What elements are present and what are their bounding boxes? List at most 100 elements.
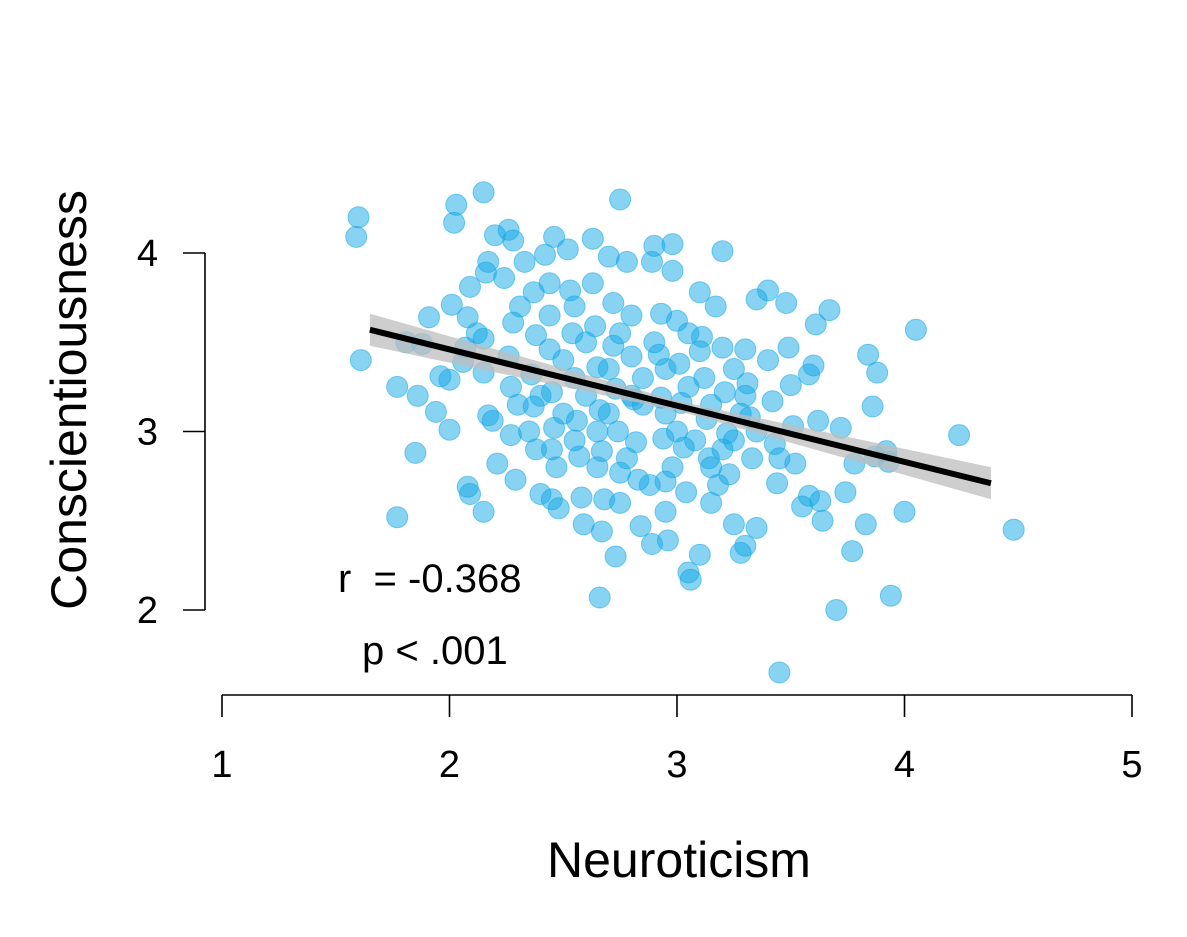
y-tick-label: 2 xyxy=(137,590,158,632)
scatter-point xyxy=(818,299,841,322)
x-tick-label: 3 xyxy=(666,744,687,786)
scatter-point xyxy=(948,424,971,447)
scatter-point xyxy=(722,358,745,380)
scatter-point xyxy=(704,295,727,318)
scatter-point xyxy=(525,324,547,347)
regression-line xyxy=(369,326,992,487)
scatter-point xyxy=(811,509,834,532)
scatter-point xyxy=(656,529,679,552)
y-axis: 2 3 4 xyxy=(137,233,206,632)
scatter-point xyxy=(866,361,889,384)
scatter-point xyxy=(570,486,593,509)
scatter-point xyxy=(504,468,527,491)
scatter-point xyxy=(597,358,620,380)
scatter-point xyxy=(465,322,488,345)
scatter-point xyxy=(666,420,688,443)
scatter-point xyxy=(459,483,481,505)
y-axis-title: Conscientiousness xyxy=(41,190,97,610)
scatter-point xyxy=(604,545,627,568)
scatter-point xyxy=(679,568,702,591)
scatter-point xyxy=(861,395,884,418)
scatter-point xyxy=(472,500,495,523)
scatter-point xyxy=(893,500,916,523)
scatter-point xyxy=(438,418,461,441)
scatter-point xyxy=(445,193,468,216)
scatter-point xyxy=(534,243,556,266)
scatter-point xyxy=(761,390,784,413)
scatter-point xyxy=(543,225,566,248)
scatter-point xyxy=(538,304,561,327)
x-tick-label: 1 xyxy=(211,744,232,786)
scatter-point xyxy=(563,295,586,318)
scatter-point xyxy=(711,336,734,359)
x-axis-title: Neuroticism xyxy=(547,832,811,888)
scatter-point xyxy=(620,345,643,368)
scatter-point xyxy=(486,452,509,475)
scatter-point xyxy=(677,322,700,345)
scatter-point xyxy=(440,293,463,316)
scatter-point xyxy=(722,513,745,536)
scatter-point xyxy=(345,225,368,248)
p-annotation: p < .001 xyxy=(362,629,508,673)
scatter-point xyxy=(597,402,620,425)
scatter-point xyxy=(661,456,684,479)
scatter-point xyxy=(588,586,611,609)
scatter-point xyxy=(684,429,707,452)
scatter-point xyxy=(586,456,609,479)
scatter-point xyxy=(563,429,586,452)
scatter-point xyxy=(638,474,661,496)
scatter-point xyxy=(418,306,440,329)
scatter-point xyxy=(406,384,429,407)
scatter-point xyxy=(609,322,632,345)
scatter-point xyxy=(688,340,711,363)
scatter-point xyxy=(688,543,711,566)
scatter-point xyxy=(841,540,864,563)
scatter-point xyxy=(609,491,632,514)
scatter-point xyxy=(472,181,495,204)
scatter-point xyxy=(438,368,461,391)
scatter-point xyxy=(904,318,927,341)
scatter-point xyxy=(615,250,638,273)
scatter-point xyxy=(477,250,500,273)
scatter-point xyxy=(804,313,827,336)
scatter-point xyxy=(807,409,830,432)
scatter-point xyxy=(768,661,791,684)
scatter-point xyxy=(700,456,723,479)
scatter-point xyxy=(552,402,575,425)
y-tick-label: 3 xyxy=(137,412,158,454)
scatter-point xyxy=(590,520,613,543)
scatter-point xyxy=(734,338,757,361)
scatter-point xyxy=(349,349,372,372)
scatter-point xyxy=(825,599,848,621)
scatter-point xyxy=(879,584,902,607)
x-tick-label: 2 xyxy=(439,744,460,786)
scatter-point xyxy=(529,384,552,407)
scatter-point xyxy=(834,481,857,504)
scatter-point xyxy=(538,272,561,295)
scatter-point xyxy=(581,227,604,250)
r-annotation: r = -0.368 xyxy=(338,557,521,601)
scatter-point xyxy=(677,375,700,398)
scatter-point xyxy=(654,500,677,523)
scatter-point xyxy=(745,516,768,539)
scatter-point xyxy=(757,279,779,302)
y-tick-label: 4 xyxy=(137,233,158,275)
scatter-point xyxy=(654,358,677,380)
scatter-point xyxy=(809,490,832,513)
scatter-point xyxy=(734,534,757,557)
scatter-point xyxy=(741,447,764,470)
scatter-points xyxy=(345,181,1025,684)
scatter-point xyxy=(857,343,880,366)
scatter-point xyxy=(540,438,563,461)
scatter-point xyxy=(547,497,570,520)
scatter-point xyxy=(347,206,370,229)
scatter-point xyxy=(688,281,711,304)
scatter-point xyxy=(661,233,684,256)
scatter-point xyxy=(575,331,597,354)
x-tick-label: 4 xyxy=(894,744,915,786)
scatter-point xyxy=(675,481,698,504)
scatter-point xyxy=(493,267,516,289)
scatter-point xyxy=(581,272,604,295)
scatter-point xyxy=(631,367,654,389)
